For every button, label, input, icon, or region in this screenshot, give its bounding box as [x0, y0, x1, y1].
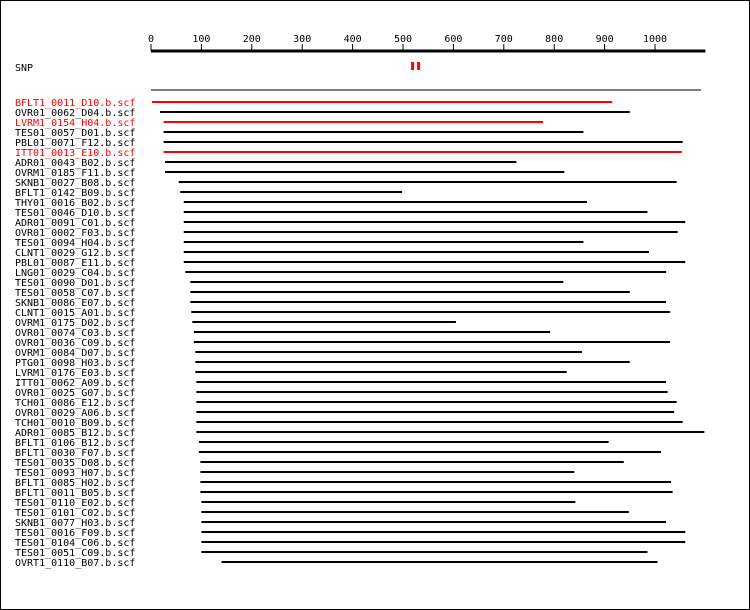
snp-track-label: SNP [15, 63, 33, 74]
read-name[interactable]: ADR01_0043_B02.b.scf [15, 158, 135, 169]
axis-tick-label: 200 [243, 34, 261, 45]
read-name[interactable]: TCH01_0010_B09.b.scf [15, 418, 135, 429]
axis-tick-label: 500 [394, 34, 412, 45]
read-name[interactable]: ADR01_0085_B12.b.scf [15, 428, 135, 439]
read-name[interactable]: SKNB1_0077_H03.b.scf [15, 518, 135, 529]
read-name[interactable]: BFLT1_0142_B09.b.scf [15, 188, 135, 199]
axis-tick-label: 600 [444, 34, 462, 45]
read-name[interactable]: PBL01_0071_F12.b.scf [15, 138, 135, 149]
read-name[interactable]: TES01_0104_C06.b.scf [15, 538, 135, 549]
read-name[interactable]: TES01_0093_H07.b.scf [15, 468, 135, 479]
read-name[interactable]: OVR01_0036_C09.b.scf [15, 338, 135, 349]
read-name[interactable]: OVR01_0062_D04.b.scf [15, 108, 135, 119]
read-name[interactable]: TES01_0046_D10.b.scf [15, 208, 135, 219]
axis-tick-label: 0 [148, 34, 154, 45]
axis-tick-label: 900 [596, 34, 614, 45]
read-name[interactable]: OVR01_0025_G07.b.scf [15, 388, 135, 399]
snp-mark [417, 62, 421, 70]
read-name[interactable]: OVRT1_0110_B07.b.scf [15, 558, 135, 569]
read-name[interactable]: BFLT1_0085_H02.b.scf [15, 478, 135, 489]
axis-tick-label: 1000 [643, 34, 667, 45]
read-name[interactable]: TES01_0090_D01.b.scf [15, 278, 135, 289]
read-name[interactable]: OVRM1_0084_D07.b.scf [15, 348, 135, 359]
read-name[interactable]: OVR01_0074_C03.b.scf [15, 328, 135, 339]
axis-tick-label: 800 [545, 34, 563, 45]
position-axis: 0 100 200 300 400 500 600 700 800 900 1000 [148, 34, 706, 53]
read-name[interactable]: TES01_0101_C02.b.scf [15, 508, 135, 519]
read-name[interactable]: ITT01_0013_E10.b.scf [15, 148, 135, 159]
read-name[interactable]: LNG01_0029_C04.b.scf [15, 268, 135, 279]
read-name[interactable]: BFLT1_0106_B12.b.scf [15, 438, 135, 449]
read-name[interactable]: BFLT1_0030_F07.b.scf [15, 448, 135, 459]
read-name[interactable]: TES01_0057_D01.b.scf [15, 128, 135, 139]
read-name[interactable]: LVRM1_0154_H04.b.scf [15, 118, 135, 129]
read-name[interactable]: SKNB1_0086_E07.b.scf [15, 298, 135, 309]
read-name[interactable]: TES01_0035_D08.b.scf [15, 458, 135, 469]
snp-track [411, 62, 421, 70]
read-name[interactable]: TES01_0110_E02.b.scf [15, 498, 135, 509]
axis-tick-label: 700 [495, 34, 513, 45]
read-name[interactable]: ADR01_0091_C01.b.scf [15, 218, 135, 229]
read-name[interactable]: ITT01_0062_A09.b.scf [15, 378, 135, 389]
read-name[interactable]: BFLT1_0011_D10.b.scf [15, 98, 135, 109]
read-name[interactable]: OVR01_0002_F03.b.scf [15, 228, 135, 239]
read-list: BFLT1_0011_D10.b.scfOVR01_0062_D04.b.scf… [15, 98, 705, 569]
read-name[interactable]: CLNT1_0015_A01.b.scf [15, 308, 135, 319]
read-name[interactable]: PTG01_0098_H03.b.scf [15, 358, 135, 369]
read-name[interactable]: LVRM1_0176_E03.b.scf [15, 368, 135, 379]
axis-tick-label: 400 [344, 34, 362, 45]
read-name[interactable]: TES01_0016_F09.b.scf [15, 528, 135, 539]
read-name[interactable]: THY01_0016_B02.b.scf [15, 198, 135, 209]
read-name[interactable]: OVR01_0029_A06.b.scf [15, 408, 135, 419]
read-name[interactable]: TCH01_0086_E12.b.scf [15, 398, 135, 409]
read-name[interactable]: TES01_0058_C07.b.scf [15, 288, 135, 299]
read-name[interactable]: SKNB1_0027_B08.b.scf [15, 178, 135, 189]
axis-tick-label: 300 [293, 34, 311, 45]
read-name[interactable]: TES01_0051_C09.b.scf [15, 548, 135, 559]
read-name[interactable]: PBL01_0087_E11.b.scf [15, 258, 135, 269]
axis-tick-label: 100 [192, 34, 210, 45]
read-name[interactable]: TES01_0094_H04.b.scf [15, 238, 135, 249]
read-name[interactable]: OVRM1_0175_D02.b.scf [15, 318, 135, 329]
read-name[interactable]: OVRM1_0185_F11.b.scf [15, 168, 135, 179]
snp-mark [411, 62, 415, 70]
read-name[interactable]: CLNT1_0029_G12.b.scf [15, 248, 135, 259]
read-name[interactable]: BFLT1_0011_B05.b.scf [15, 488, 135, 499]
